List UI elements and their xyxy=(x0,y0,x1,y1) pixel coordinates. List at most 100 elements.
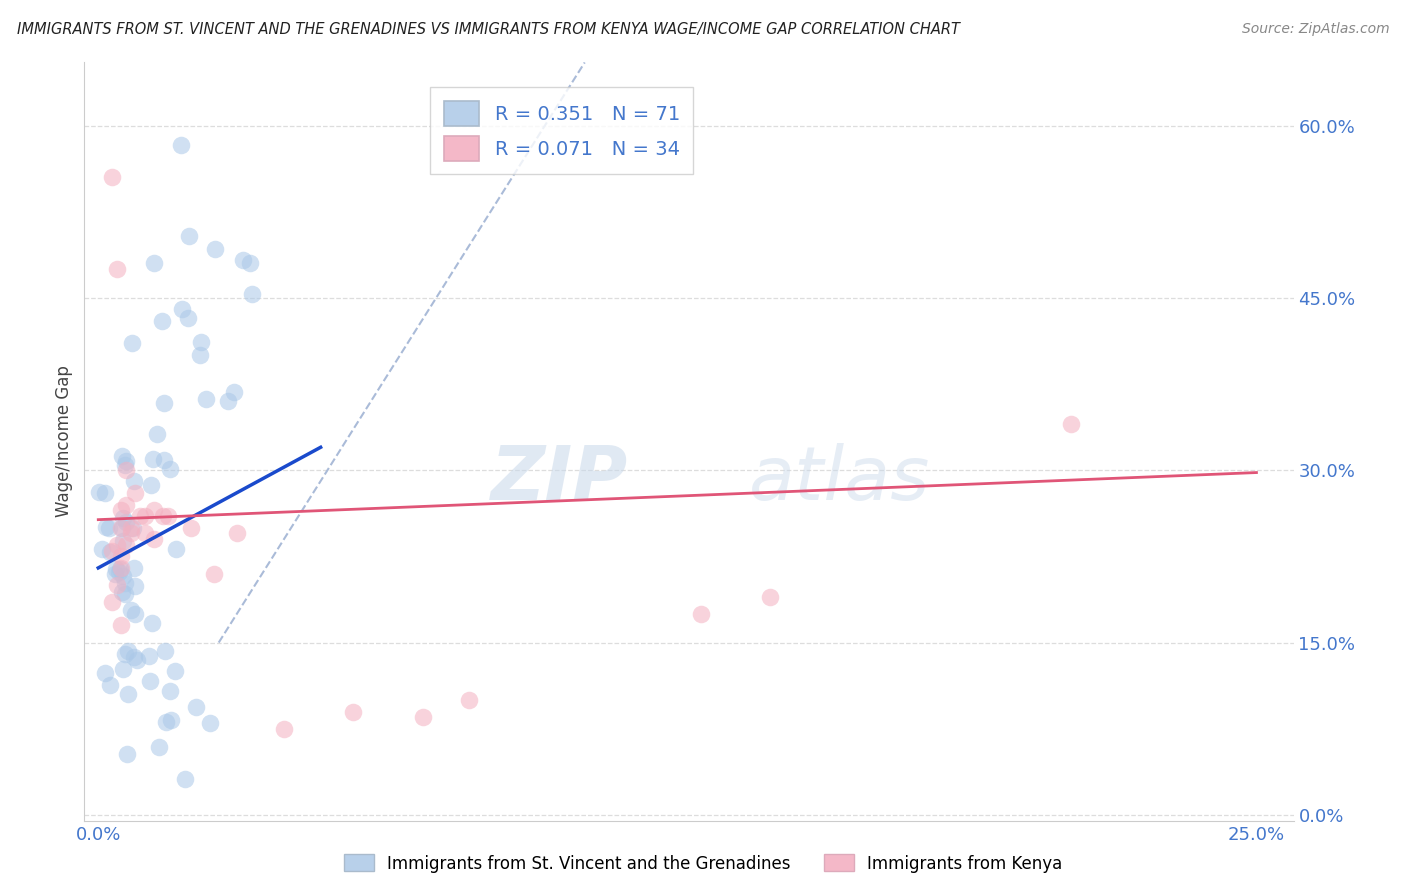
Point xyxy=(122,649,145,664)
Point xyxy=(98,678,121,692)
Point xyxy=(111,585,134,599)
Point xyxy=(177,229,200,244)
Point xyxy=(195,392,218,406)
Point xyxy=(120,526,142,541)
Point xyxy=(111,533,134,548)
Point xyxy=(139,478,162,492)
Point xyxy=(142,452,165,467)
Point xyxy=(115,747,138,762)
Point xyxy=(114,575,136,590)
Point xyxy=(222,384,245,399)
Point xyxy=(94,486,117,500)
Point xyxy=(342,705,364,719)
Point xyxy=(124,579,146,593)
Point xyxy=(152,509,174,524)
Point xyxy=(115,538,138,552)
Point xyxy=(108,565,131,579)
Point xyxy=(117,687,139,701)
Point xyxy=(138,648,160,663)
Point xyxy=(180,521,202,535)
Point xyxy=(759,590,782,604)
Point xyxy=(87,485,110,500)
Point xyxy=(114,647,136,661)
Point xyxy=(412,710,434,724)
Point xyxy=(146,427,169,442)
Point xyxy=(153,396,176,410)
Point xyxy=(110,521,132,535)
Point xyxy=(134,526,156,541)
Point xyxy=(177,310,200,325)
Point xyxy=(105,578,128,592)
Point xyxy=(1060,417,1083,432)
Point xyxy=(142,503,165,517)
Point xyxy=(689,607,711,621)
Point xyxy=(159,461,181,475)
Point xyxy=(98,521,121,535)
Point xyxy=(142,532,165,546)
Point xyxy=(239,256,262,270)
Point xyxy=(110,503,132,517)
Point xyxy=(91,541,114,556)
Point xyxy=(165,542,187,557)
Text: Source: ZipAtlas.com: Source: ZipAtlas.com xyxy=(1241,22,1389,37)
Point xyxy=(121,335,143,350)
Point xyxy=(226,526,249,541)
Point xyxy=(112,511,135,525)
Point xyxy=(93,666,115,681)
Text: IMMIGRANTS FROM ST. VINCENT AND THE GRENADINES VS IMMIGRANTS FROM KENYA WAGE/INC: IMMIGRANTS FROM ST. VINCENT AND THE GREN… xyxy=(17,22,960,37)
Point xyxy=(142,256,165,270)
Point xyxy=(134,509,156,524)
Point xyxy=(110,561,132,575)
Point xyxy=(115,498,138,512)
Point xyxy=(273,722,295,736)
Point xyxy=(188,348,211,362)
Point xyxy=(117,644,139,658)
Point xyxy=(121,521,143,535)
Point xyxy=(98,544,121,558)
Point xyxy=(115,463,138,477)
Point xyxy=(104,562,127,576)
Point xyxy=(232,252,254,267)
Point xyxy=(200,715,222,730)
Point xyxy=(141,615,163,630)
Point xyxy=(457,693,479,707)
Point xyxy=(156,509,179,524)
Point xyxy=(204,242,226,256)
Point xyxy=(122,474,145,488)
Point xyxy=(115,516,138,530)
Point xyxy=(120,521,142,535)
Point xyxy=(105,538,128,552)
Point xyxy=(165,664,187,678)
Point xyxy=(150,314,173,328)
Point xyxy=(111,521,134,535)
Point xyxy=(120,603,142,617)
Point xyxy=(159,684,181,698)
Point xyxy=(184,700,207,714)
Point xyxy=(129,509,152,524)
Point xyxy=(111,662,134,676)
Point xyxy=(202,566,225,581)
Point xyxy=(153,453,176,467)
Point xyxy=(138,673,160,688)
Point xyxy=(155,644,177,658)
Point xyxy=(101,543,124,558)
Point xyxy=(105,262,128,277)
Point xyxy=(170,137,193,152)
Point xyxy=(112,569,135,583)
Point xyxy=(190,334,212,349)
Point xyxy=(122,560,145,574)
Y-axis label: Wage/Income Gap: Wage/Income Gap xyxy=(55,366,73,517)
Text: atlas: atlas xyxy=(749,443,931,516)
Point xyxy=(148,740,170,755)
Point xyxy=(110,549,132,564)
Point xyxy=(111,449,134,463)
Point xyxy=(124,607,146,621)
Point xyxy=(110,618,132,632)
Point xyxy=(124,486,146,500)
Point xyxy=(94,520,117,534)
Point xyxy=(217,394,239,409)
Text: ZIP: ZIP xyxy=(491,443,628,516)
Point xyxy=(115,454,138,468)
Legend: R = 0.351   N = 71, R = 0.071   N = 34: R = 0.351 N = 71, R = 0.071 N = 34 xyxy=(430,87,693,174)
Point xyxy=(114,458,136,473)
